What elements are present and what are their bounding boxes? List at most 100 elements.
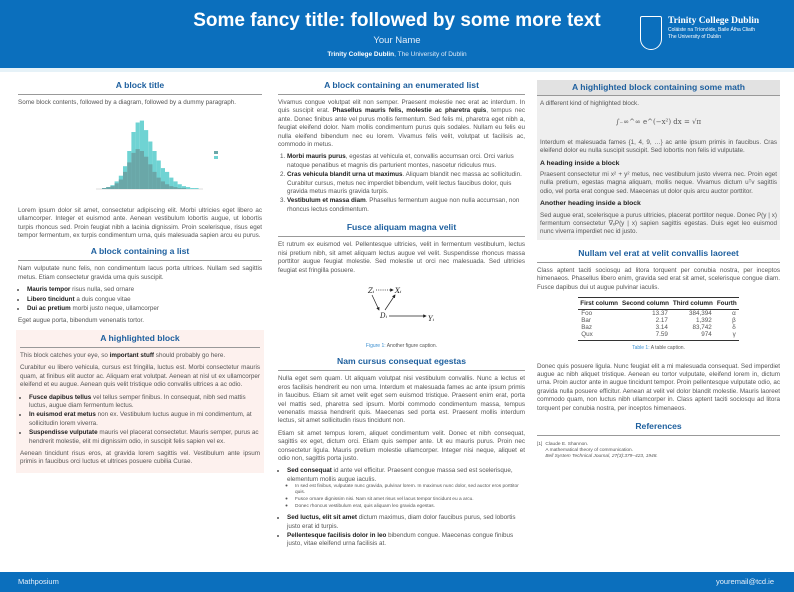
cell: γ — [714, 331, 739, 342]
table-row: Bar 2.17 1,392 β — [578, 317, 739, 324]
cell: Foo — [581, 310, 593, 318]
affiliation-name: Trinity College Dublin — [327, 51, 395, 58]
cell: β — [732, 317, 736, 325]
histogram-bar — [186, 187, 191, 190]
paragraph: Donec quis posuere ligula. Nunc feugiat … — [537, 362, 780, 412]
histogram-bar — [118, 179, 123, 190]
text: , tempus nec ante. Donec finibus ante ve… — [278, 107, 526, 149]
histogram-bar — [148, 164, 153, 190]
paragraph: Eget augue porta, bibendum venenatis tor… — [18, 317, 145, 325]
edge-z-d — [371, 294, 380, 311]
column-3: A highlighted block containing some math… — [537, 80, 780, 460]
header: Some fancy title: followed by some more … — [0, 0, 794, 68]
item-text: vel tellus semper finibus. In consequat,… — [29, 393, 246, 409]
item-text: a duis congue vitae — [74, 295, 131, 303]
caption-text: A table caption. — [649, 345, 685, 352]
sub-item: In sed est finibus, vulputate nunc gravi… — [295, 484, 525, 496]
item-bold: In euismod erat metus — [29, 411, 96, 419]
histogram-bar — [152, 151, 157, 190]
block-intro: Nam vulputate nunc felis, non condimentu… — [18, 265, 262, 281]
histogram-bar — [181, 186, 186, 190]
block-title: A block containing a list — [18, 246, 262, 262]
item-text: bibendum congue. Maecenas congue finibus… — [287, 532, 514, 548]
text: This block catches your eye, so — [20, 351, 110, 359]
histogram-bar — [152, 172, 157, 190]
edge-d-x — [384, 294, 396, 311]
table-header: First column Second column Third column … — [578, 297, 739, 311]
affiliation: Trinity College Dublin, The University o… — [0, 51, 794, 59]
list-item: In euismod erat metus non ex. Vestibulum… — [29, 411, 260, 428]
item-bold: Libero tincidunt — [27, 295, 75, 303]
reference-number: [1] — [537, 441, 543, 447]
cell: Baz — [581, 324, 593, 332]
node-d: Dᵢ — [379, 312, 388, 320]
block-heading: Another heading inside a block — [540, 200, 641, 208]
math-block: A highlighted block containing some math… — [537, 80, 780, 240]
list-item: Suspendisse vulputate mauris vel placera… — [29, 429, 260, 446]
paragraph: Et rutrum ex euismod vel. Pellentesque u… — [278, 241, 525, 274]
block-title: A block title — [18, 80, 262, 95]
reference-author: Claude E. Shannon. — [545, 441, 589, 447]
paragraph: Praesent consectetur mi x² + y² metus, n… — [540, 171, 777, 195]
item-text: non ex. Vestibulum luctus augue in mi co… — [29, 411, 252, 427]
cell: 2.17 — [655, 317, 668, 325]
legend-swatch — [214, 156, 218, 160]
item-bold: Sed consequat — [287, 467, 332, 475]
histogram-bar — [106, 187, 111, 190]
node-x: Xᵢ — [394, 287, 402, 295]
block-title: Fusce aliquam magna velit — [278, 222, 525, 238]
tcd-logo: Trinity College Dublin Coláiste na Tríon… — [640, 16, 759, 50]
bullet-list: Mauris tempor risus nulla, sed ornare Li… — [27, 286, 262, 313]
node-z: Zᵢ — [367, 287, 375, 295]
histogram-bar — [177, 188, 182, 190]
item-bold: Mauris tempor — [27, 286, 71, 294]
sub-item: Donec rhoncus vestibulum erat, quis aliq… — [295, 504, 525, 510]
item-text: risus nulla, sed ornare — [70, 286, 135, 294]
histogram-bar — [102, 188, 107, 190]
list-item: Fusce dapibus tellus vel tellus semper f… — [29, 394, 260, 411]
item-bold: Cras vehicula blandit urna ut maximus — [287, 171, 403, 179]
column-header: Fourth — [714, 297, 739, 311]
item-bold: Suspendisse vulputate — [29, 429, 98, 437]
item-bold: Pellentesque facilisis dolor in leo — [287, 532, 387, 539]
item-text: id ante vel efficitur. Praesent congue m… — [287, 467, 513, 483]
cell: 974 — [670, 331, 715, 342]
enumerated-list: Morbi mauris purus, egestas at vehicula … — [287, 153, 525, 214]
node-y: Yᵢ — [428, 315, 435, 323]
item-bold: Fusce dapibus tellus — [29, 393, 92, 401]
logo-name: Trinity College Dublin — [668, 16, 760, 26]
cell: 1,392 — [696, 317, 712, 325]
bullet-list: Fusce dapibus tellus vel tellus semper f… — [29, 394, 260, 446]
caption-label: Table 1: — [632, 345, 650, 352]
paragraph: Sed augue erat, scelerisque a purus ultr… — [540, 211, 777, 236]
histogram-bar — [123, 172, 128, 190]
paragraph: Class aptent taciti sociosqu ad litora t… — [537, 266, 780, 291]
histogram-bar — [173, 181, 178, 190]
histogram-bar — [156, 178, 161, 190]
item-text: . Aliquam blandit nec massa ac sollicitu… — [287, 171, 522, 196]
bold-text: Phasellus mauris felis, molestie ac phar… — [332, 107, 487, 115]
cell: α — [732, 310, 736, 318]
paragraph: This block catches your eye, so importan… — [20, 352, 260, 360]
list-item: Pellentesque facilisis dolor in leo bibe… — [287, 532, 525, 549]
histogram-bar — [181, 188, 186, 190]
causal-diagram: Zᵢ Xᵢ Dᵢ Yᵢ — [367, 287, 435, 323]
histogram-bar — [190, 188, 195, 190]
footer-email[interactable]: youremail@tcd.ie — [715, 577, 774, 586]
histogram-bar — [173, 187, 178, 190]
histogram-bar — [156, 160, 161, 190]
bullet-list: Sed consequat id ante vel efficitur. Pra… — [287, 467, 525, 548]
caption-text: Another figure caption. — [385, 342, 438, 349]
paragraph: Curabitur eu libero vehicula, cursus est… — [20, 364, 260, 389]
block-title: Nullam vel erat at velit convallis laore… — [537, 248, 780, 263]
paragraph: Vivamus congue volutpat elit non semper.… — [278, 99, 525, 149]
histogram-bar — [194, 188, 199, 190]
bold-text: important stuff — [109, 351, 155, 359]
item-text: , egestas at vehicula et, convallis accu… — [287, 153, 514, 169]
item-bold: Dui ac pretium — [27, 305, 71, 313]
column-header: First column — [578, 297, 621, 311]
histogram-bar — [127, 162, 132, 190]
paragraph: A different kind of highlighted block. — [540, 100, 639, 107]
column-2: A block containing an enumerated list Vi… — [278, 80, 525, 553]
crest-icon — [640, 16, 662, 50]
